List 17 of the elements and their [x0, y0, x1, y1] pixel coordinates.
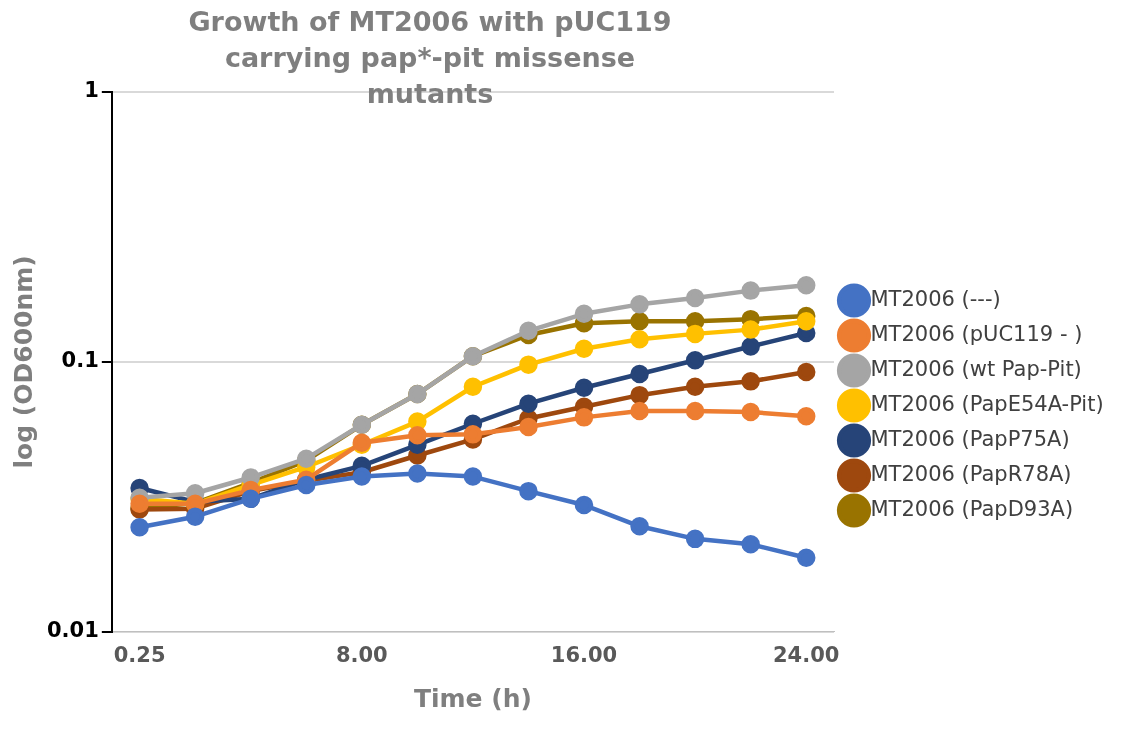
x-tick-label: 24.00 — [773, 642, 840, 667]
y-axis-title: log (OD600nm) — [8, 255, 38, 469]
x-tick-label: 0.25 — [113, 642, 166, 667]
y-tick-label: 1 — [84, 78, 99, 103]
legend-label: MT2006 (PapD93A) — [870, 496, 1074, 521]
x-axis-title: Time (h) — [413, 683, 532, 713]
legend-label: MT2006 (PapR78A) — [870, 461, 1072, 486]
legend-label: MT2006 (wt Pap-Pit) — [870, 356, 1082, 381]
x-tick-label: 16.00 — [550, 642, 618, 667]
legend-label: MT2006 (PapP75A) — [870, 426, 1070, 451]
legend-label: MT2006 (---) — [870, 286, 1001, 311]
y-tick-label: 0.1 — [61, 348, 99, 373]
x-tick-label: 8.00 — [335, 642, 388, 667]
chart-title: Growth of MT2006 with pUC119 carrying pap*-pit missense mutants — [187, 5, 673, 111]
y-tick-label: 0.01 — [46, 618, 99, 643]
legend-label: MT2006 (pUC119 - ) — [870, 321, 1083, 346]
legend-label: MT2006 (PapE54A-Pit) — [870, 391, 1104, 416]
